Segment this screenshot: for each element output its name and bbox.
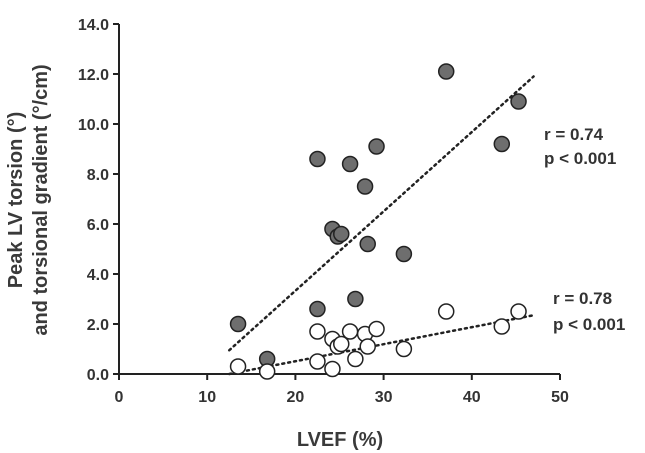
open-data-point: [437, 303, 455, 320]
trend-line-series-1: [228, 75, 535, 352]
open-data-point: [395, 340, 413, 358]
filled-data-point: [356, 178, 374, 195]
open-data-point: [510, 303, 527, 320]
x-tick-label: 20: [287, 389, 305, 406]
series2-r-annotation: r = 0.78: [553, 289, 612, 308]
series1-p-annotation: p < 0.001: [544, 149, 616, 168]
y-tick-label: 12.0: [78, 67, 109, 84]
filled-data-point: [341, 155, 359, 173]
filled-data-point: [510, 93, 527, 110]
open-data-point: [359, 338, 376, 355]
y-tick-label: 0.0: [87, 367, 109, 384]
open-data-point: [347, 350, 364, 368]
x-tick-label: 30: [375, 389, 393, 406]
y-axis-title-line2: and torsional gradient (°/cm): [30, 64, 52, 335]
open-data-point: [333, 335, 350, 353]
x-tick-label: 40: [463, 389, 481, 406]
y-tick-label: 8.0: [87, 167, 109, 184]
y-tick-label: 4.0: [87, 267, 109, 284]
open-data-point: [258, 363, 276, 380]
y-axis-title-line1: Peak LV torsion (°): [5, 112, 27, 289]
filled-data-point: [333, 225, 350, 243]
open-data-point: [341, 323, 359, 340]
filled-data-point: [493, 135, 511, 153]
series1-r-annotation: r = 0.74: [544, 125, 604, 144]
filled-data-point: [347, 290, 364, 308]
x-tick-label: 0: [115, 389, 124, 406]
open-data-point: [309, 323, 326, 340]
series2-p-annotation: p < 0.001: [553, 315, 625, 334]
x-axis-title: LVEF (%): [297, 429, 383, 451]
filled-data-point: [309, 150, 326, 168]
y-tick-label: 10.0: [78, 117, 109, 134]
filled-data-point: [368, 138, 385, 155]
axes: 0.0 2.0 4.0 6.0 8.0 10.0 12.0 14.0 0 10 20 30 40 50: [78, 17, 569, 406]
open-data-point: [309, 353, 326, 370]
y-tick-label: 2.0: [87, 317, 109, 334]
filled-data-point: [437, 63, 455, 80]
open-data-point: [368, 320, 385, 338]
y-tick-label: 6.0: [87, 217, 109, 234]
y-tick-label: 14.0: [78, 17, 109, 34]
open-data-point: [324, 360, 341, 378]
filled-data-point: [229, 315, 247, 333]
open-data-point: [493, 318, 511, 335]
trendlines: [228, 75, 535, 376]
filled-data-point: [395, 245, 413, 263]
x-tick-label: 50: [551, 389, 569, 406]
x-tick-label: 10: [198, 389, 216, 406]
filled-data-point: [359, 235, 376, 253]
open-data-point: [229, 358, 247, 375]
filled-data-point: [309, 300, 326, 318]
data-points: [229, 63, 527, 380]
trend-line-series-2: [228, 314, 535, 376]
